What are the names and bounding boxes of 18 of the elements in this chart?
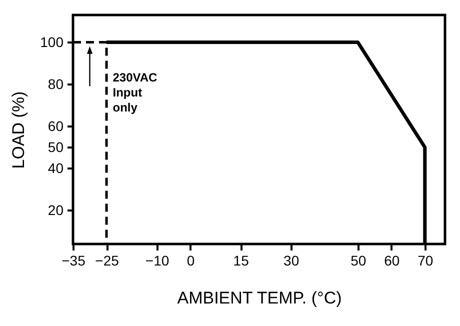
- annotation: 230VAC Input only: [112, 70, 158, 114]
- x-tick-label: 15: [233, 252, 250, 268]
- x-tick-label: 50: [350, 252, 366, 268]
- y-axis-title: LOAD (%): [9, 91, 28, 169]
- y-tick-label: 60: [48, 118, 64, 134]
- x-axis-title: AMBIENT TEMP. (°C): [177, 288, 342, 308]
- y-tick-label: 100: [40, 34, 64, 50]
- x-tick-label: −25: [95, 252, 120, 268]
- x-tick-label: 30: [284, 252, 300, 268]
- x-tick-label: −10: [145, 252, 170, 268]
- x-tick-label: 70: [418, 252, 434, 268]
- y-tick-label: 80: [48, 76, 64, 92]
- y-tick-label: 20: [48, 202, 64, 218]
- x-tick-label: 60: [384, 252, 400, 268]
- y-tick-label: 50: [48, 138, 64, 155]
- x-tick-label: 0: [186, 252, 195, 268]
- y-tick-label: 40: [48, 160, 64, 176]
- x-tick-label: −35: [62, 252, 86, 268]
